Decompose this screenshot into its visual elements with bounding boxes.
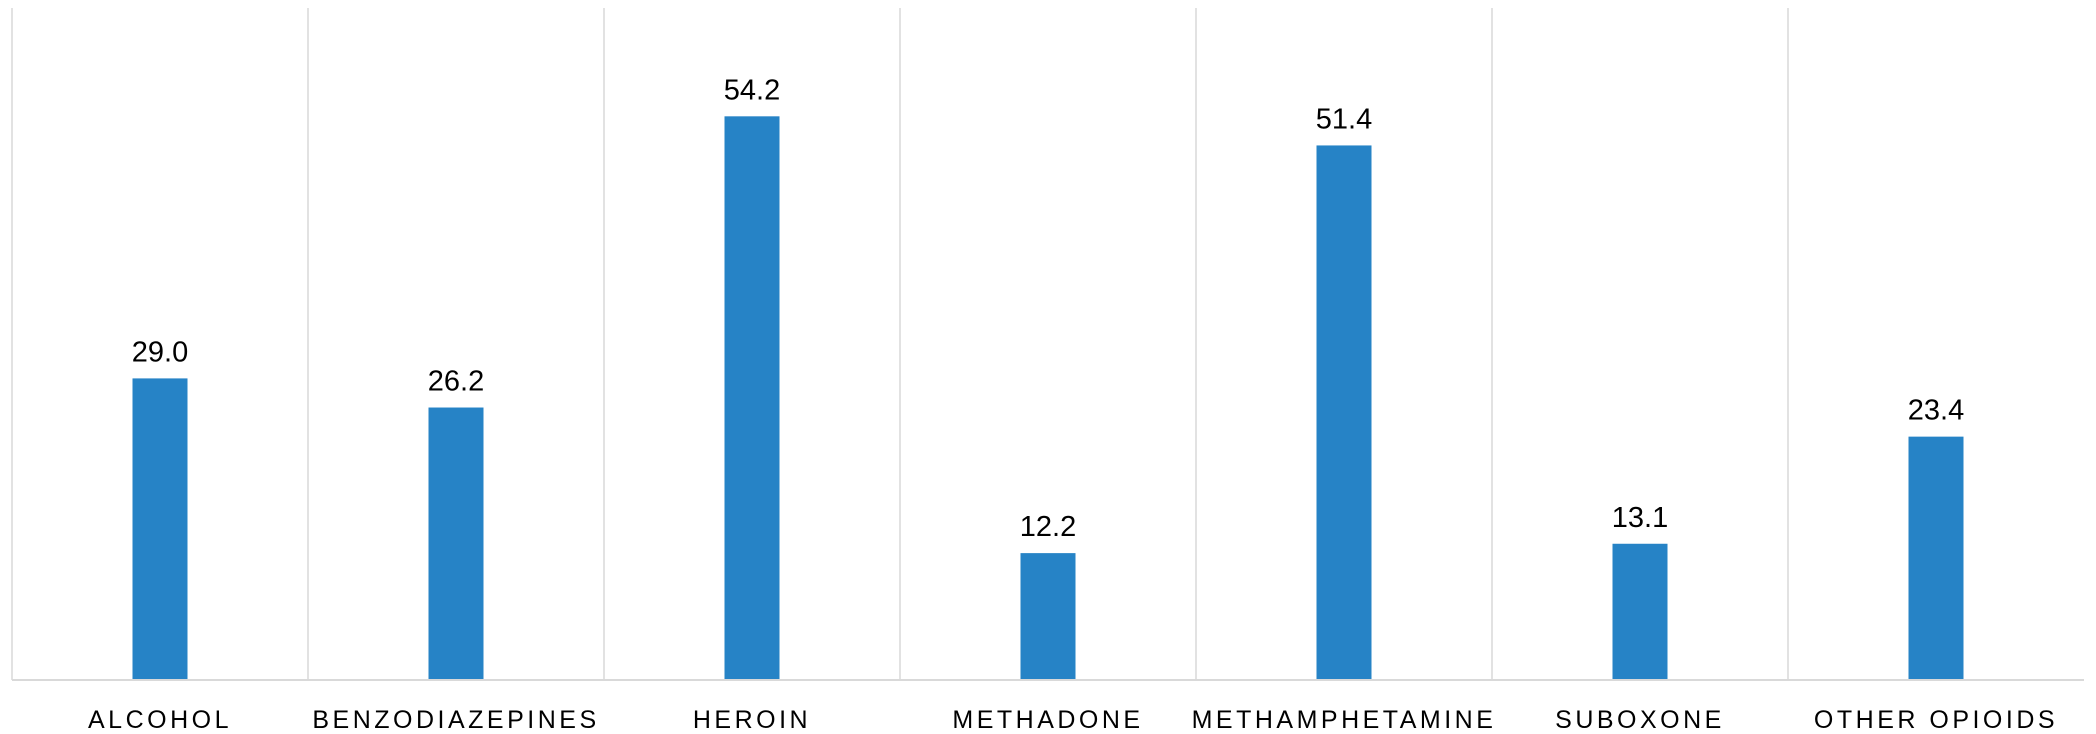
bar-heroin <box>724 116 780 680</box>
grid-lines <box>11 8 1789 680</box>
category-label-methamphetamine: METHAMPHETAMINE <box>1192 706 1497 734</box>
value-labels: 29.0 26.2 54.2 12.2 51.4 13.1 23.4 <box>132 74 1964 543</box>
value-label-heroin: 54.2 <box>724 74 780 106</box>
bar-suboxone <box>1612 543 1668 680</box>
category-label-other-opioids: OTHER OPIOIDS <box>1814 706 2058 734</box>
value-label-benzodiazepines: 26.2 <box>428 366 484 398</box>
value-label-methadone: 12.2 <box>1020 511 1076 543</box>
bar-methamphetamine <box>1316 145 1372 680</box>
category-label-benzodiazepines: BENZODIAZEPINES <box>312 706 599 734</box>
category-label-alcohol: ALCOHOL <box>88 706 232 734</box>
value-label-methamphetamine: 51.4 <box>1316 103 1372 135</box>
category-label-suboxone: SUBOXONE <box>1555 706 1725 734</box>
bar-alcohol <box>132 378 188 680</box>
value-label-suboxone: 13.1 <box>1612 502 1668 534</box>
category-label-heroin: HEROIN <box>693 706 811 734</box>
value-label-alcohol: 29.0 <box>132 336 188 368</box>
bar-other-opioids <box>1908 436 1964 680</box>
category-labels: ALCOHOL BENZODIAZEPINES HEROIN METHADONE MET… <box>88 706 2058 734</box>
bar-methadone <box>1020 553 1076 680</box>
bar-benzodiazepines <box>428 407 484 680</box>
bars <box>132 116 1964 680</box>
category-label-methadone: METHADONE <box>952 706 1143 734</box>
value-label-other-opioids: 23.4 <box>1908 395 1964 427</box>
